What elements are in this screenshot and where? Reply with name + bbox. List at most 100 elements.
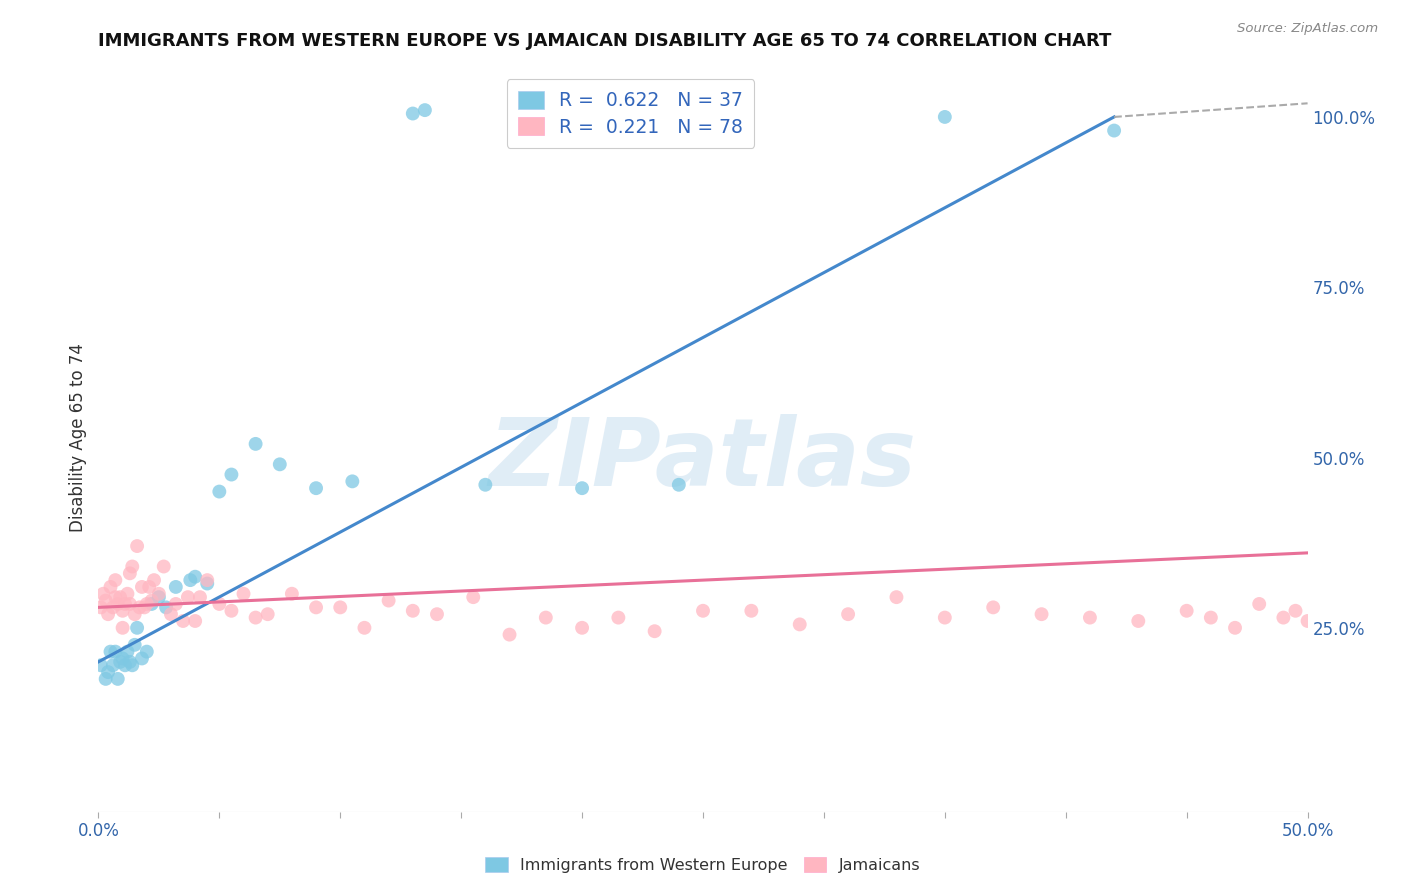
Point <box>114 597 136 611</box>
Point <box>124 638 146 652</box>
Point <box>108 655 131 669</box>
Point <box>329 600 352 615</box>
Point <box>121 658 143 673</box>
Point <box>195 573 218 587</box>
Point <box>534 610 557 624</box>
Point <box>1272 610 1295 624</box>
Point <box>463 590 485 604</box>
Point <box>121 559 143 574</box>
Point <box>1223 621 1246 635</box>
Point <box>1031 607 1053 622</box>
Point <box>155 600 177 615</box>
Point <box>134 600 156 615</box>
Legend: Immigrants from Western Europe, Jamaicans: Immigrants from Western Europe, Jamaican… <box>479 851 927 880</box>
Point <box>117 587 139 601</box>
Point <box>305 481 328 495</box>
Point <box>179 573 201 587</box>
Point <box>141 593 163 607</box>
Point <box>498 627 520 641</box>
Point <box>160 607 183 622</box>
Point <box>692 604 714 618</box>
Point <box>1199 610 1222 624</box>
Point <box>101 658 124 673</box>
Point <box>165 597 187 611</box>
Point <box>474 477 496 491</box>
Point <box>377 593 399 607</box>
Point <box>208 597 231 611</box>
Point <box>117 645 139 659</box>
Point <box>402 604 425 618</box>
Point <box>104 645 127 659</box>
Text: ZIPatlas: ZIPatlas <box>489 414 917 506</box>
Point <box>221 604 243 618</box>
Point <box>111 651 134 665</box>
Point <box>118 597 141 611</box>
Point <box>837 607 859 622</box>
Point <box>886 590 908 604</box>
Point <box>1175 604 1198 618</box>
Point <box>141 597 163 611</box>
Point <box>111 621 134 635</box>
Point <box>305 600 328 615</box>
Point <box>100 645 122 659</box>
Point <box>101 600 124 615</box>
Point <box>281 587 304 601</box>
Point <box>118 655 141 669</box>
Point <box>184 614 207 628</box>
Point <box>97 607 120 622</box>
Point <box>131 651 153 665</box>
Point <box>107 672 129 686</box>
Point <box>426 607 449 622</box>
Point <box>148 590 170 604</box>
Point <box>1369 614 1392 628</box>
Point <box>108 590 131 604</box>
Point <box>188 590 211 604</box>
Point <box>1128 614 1150 628</box>
Point <box>934 110 956 124</box>
Point <box>104 573 127 587</box>
Point <box>1296 614 1319 628</box>
Legend: R =  0.622   N = 37, R =  0.221   N = 78: R = 0.622 N = 37, R = 0.221 N = 78 <box>506 79 754 148</box>
Point <box>94 593 117 607</box>
Point <box>91 587 114 601</box>
Point <box>94 672 117 686</box>
Point <box>172 614 194 628</box>
Point <box>97 665 120 679</box>
Point <box>138 580 160 594</box>
Point <box>644 624 666 639</box>
Point <box>342 475 364 489</box>
Point <box>740 604 762 618</box>
Point <box>1309 614 1331 628</box>
Point <box>90 658 112 673</box>
Point <box>90 600 112 615</box>
Point <box>413 103 436 117</box>
Point <box>1284 604 1306 618</box>
Point <box>143 573 166 587</box>
Point <box>1344 610 1367 624</box>
Y-axis label: Disability Age 65 to 74: Disability Age 65 to 74 <box>69 343 87 532</box>
Point <box>148 587 170 601</box>
Point <box>668 477 690 491</box>
Point <box>165 580 187 594</box>
Point <box>269 458 291 472</box>
Point <box>104 590 127 604</box>
Point <box>100 580 122 594</box>
Point <box>571 621 593 635</box>
Point <box>245 437 267 451</box>
Point <box>177 590 200 604</box>
Text: IMMIGRANTS FROM WESTERN EUROPE VS JAMAICAN DISABILITY AGE 65 TO 74 CORRELATION C: IMMIGRANTS FROM WESTERN EUROPE VS JAMAIC… <box>98 32 1112 50</box>
Point <box>232 587 254 601</box>
Point <box>114 658 136 673</box>
Point <box>221 467 243 482</box>
Point <box>934 610 956 624</box>
Point <box>256 607 278 622</box>
Point <box>1320 610 1343 624</box>
Point <box>135 597 157 611</box>
Point <box>981 600 1004 615</box>
Point <box>208 484 231 499</box>
Point <box>127 539 149 553</box>
Text: Source: ZipAtlas.com: Source: ZipAtlas.com <box>1237 22 1378 36</box>
Point <box>195 576 218 591</box>
Point <box>1078 610 1101 624</box>
Point <box>135 645 157 659</box>
